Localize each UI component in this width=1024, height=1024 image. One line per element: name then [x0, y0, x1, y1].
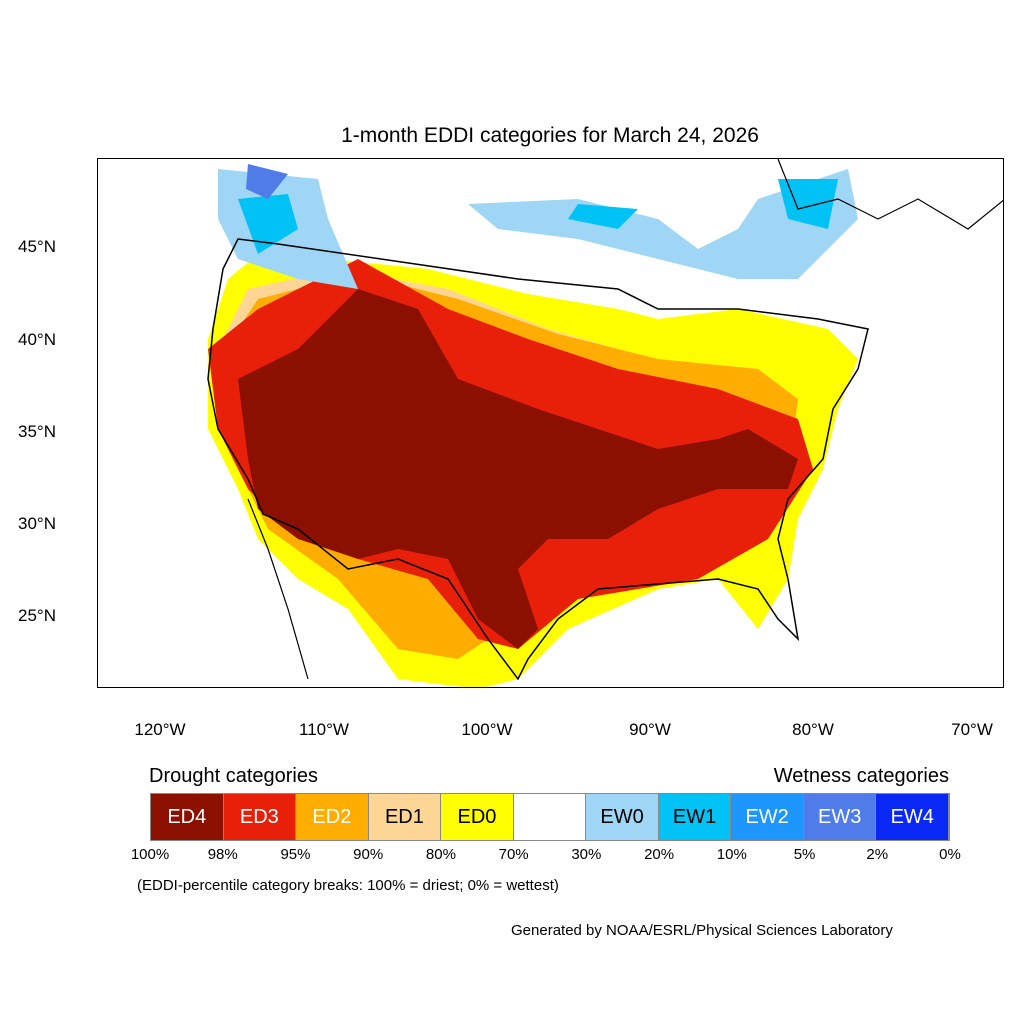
legend-break-label: 80%: [425, 846, 456, 863]
legend-break-label: 100%: [130, 846, 170, 863]
legend-break-label: 10%: [716, 846, 747, 863]
map-title: 1-month EDDI categories for March 24, 20…: [341, 124, 759, 147]
legend-cell: EW2: [731, 794, 804, 840]
legend-cell: ED0: [441, 794, 514, 840]
legend-cell: EW1: [658, 794, 732, 840]
legend-break-label: 20%: [644, 846, 675, 863]
lat-label: 45°N: [18, 237, 56, 256]
eddi-map: [207, 159, 1003, 687]
us-outline: [207, 238, 869, 681]
lon-label: 120°W: [134, 720, 186, 739]
legend-break-label: 0%: [939, 846, 961, 863]
legend-cell: ED1: [368, 794, 442, 840]
lat-label: 35°N: [18, 422, 56, 441]
lon-label: 70°W: [951, 720, 993, 739]
wetness-heading: Wetness categories: [773, 765, 949, 787]
legend-break-label: 2%: [866, 846, 889, 863]
legend-break-label: 90%: [353, 846, 384, 863]
legend-colorbar: ED4 ED3 ED2 ED1 ED0 EW0 EW1 EW2 EW3 EW4: [150, 793, 950, 841]
map-panel: [97, 158, 1004, 688]
region-ew0: [218, 169, 858, 289]
legend-note: (EDDI-percentile category breaks: 100% =…: [137, 877, 559, 894]
legend-break-label: 70%: [498, 846, 529, 863]
legend-break-label: 30%: [571, 846, 602, 863]
legend-break-label: 5%: [793, 846, 816, 863]
legend-break-label: 95%: [280, 846, 311, 863]
lon-label: 90°W: [629, 720, 671, 739]
drought-heading: Drought categories: [149, 765, 318, 787]
legend-cell: EW0: [586, 794, 659, 840]
lon-label: 100°W: [461, 720, 513, 739]
lon-label: 80°W: [792, 720, 834, 739]
lon-label: 110°W: [299, 720, 349, 739]
canada-mexico-coast: [247, 159, 1003, 680]
lat-label: 40°N: [18, 330, 56, 349]
legend-cell: [513, 794, 587, 840]
legend-cell: ED3: [223, 794, 297, 840]
legend-break-label: 98%: [207, 846, 238, 863]
region-ed4: [238, 289, 798, 649]
legend-cell: ED4: [151, 794, 224, 840]
credit: Generated by NOAA/ESRL/Physical Sciences…: [511, 922, 893, 939]
lat-label: 30°N: [18, 514, 56, 533]
legend-cell: ED2: [296, 794, 369, 840]
region-ew3: [246, 164, 288, 199]
legend-cell: EW3: [803, 794, 877, 840]
lat-label: 25°N: [18, 606, 56, 625]
legend-cell: EW4: [876, 794, 950, 840]
